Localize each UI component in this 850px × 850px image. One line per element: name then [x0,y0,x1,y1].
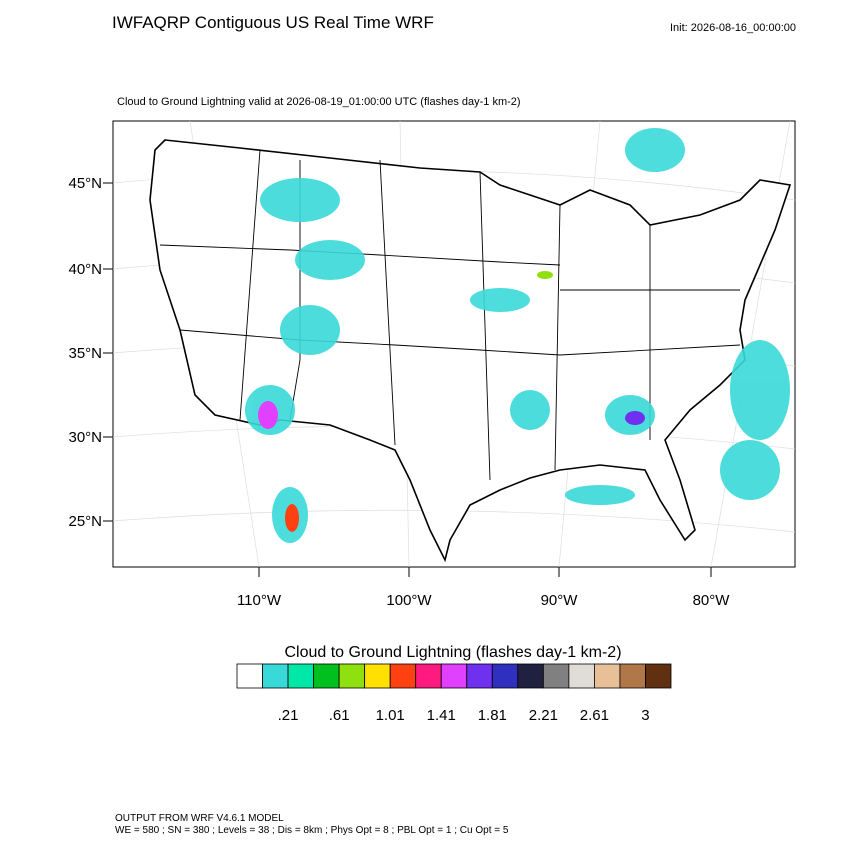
lat-label: 40°N [68,261,102,278]
colorbar-box [542,663,570,689]
lon-label: 80°W [693,592,731,609]
lightning-cores [258,271,645,532]
lat-label: 25°N [68,513,102,530]
colorbar-box [236,663,263,689]
lon-label: 110°W [237,592,282,609]
footer-line: OUTPUT FROM WRF V4.6.1 MODEL [115,813,284,824]
colorbar-box [594,663,621,689]
lat-label: 30°N [68,429,102,446]
subtitle: Cloud to Ground Lightning valid at 2026-… [117,96,521,108]
state-lines [159,149,741,481]
colorbar-label: 1.81 [478,707,507,724]
init-time: Init: 2026-08-16_00:00:00 [670,22,796,34]
colorbar-label: 1.01 [376,707,405,724]
colorbar-box [466,663,493,689]
colorbar-box [440,663,468,689]
colorbar-box [415,663,442,689]
lon-label: 90°W [541,592,579,609]
colorbar-box [338,663,366,689]
lat-label: 35°N [68,345,102,362]
colorbar-box [619,663,646,689]
lon-labels: 110°W 100°W 90°W 80°W [237,567,730,609]
lat-label: 45°N [68,175,102,192]
lon-label: 100°W [386,592,432,609]
colorbar-label: .61 [329,707,350,724]
lat-labels: 45°N 40°N 35°N 30°N 25°N [68,175,113,530]
lightning-areas [245,128,790,543]
colorbar-box [491,663,519,689]
colorbar-box [287,663,314,689]
colorbar-label: .21 [278,707,299,724]
colorbar-label: 3 [641,707,649,724]
colorbar-box [313,663,340,689]
colorbar-label: 1.41 [427,707,456,724]
colorbar: .21 .61 1.01 1.41 1.81 2.21 2.61 3 [236,663,672,724]
colorbar-box [262,663,289,689]
colorbar-box [364,663,391,689]
colorbar-box [517,663,544,689]
map: 45°N 40°N 35°N 30°N 25°N 110°W 100°W 90°W 80°W [68,120,796,609]
colorbar-label: 2.21 [529,707,558,724]
colorbar-label: 2.61 [580,707,609,724]
colorbar-box [389,663,417,689]
colorbar-box [568,663,595,689]
colorbar-title: Cloud to Ground Lightning (flashes day-1… [284,644,621,661]
footer-line: WE = 580 ; SN = 380 ; Levels = 38 ; Dis … [115,825,509,836]
colorbar-box [645,663,672,689]
title: IWFAQRP Contiguous US Real Time WRF [112,13,434,32]
